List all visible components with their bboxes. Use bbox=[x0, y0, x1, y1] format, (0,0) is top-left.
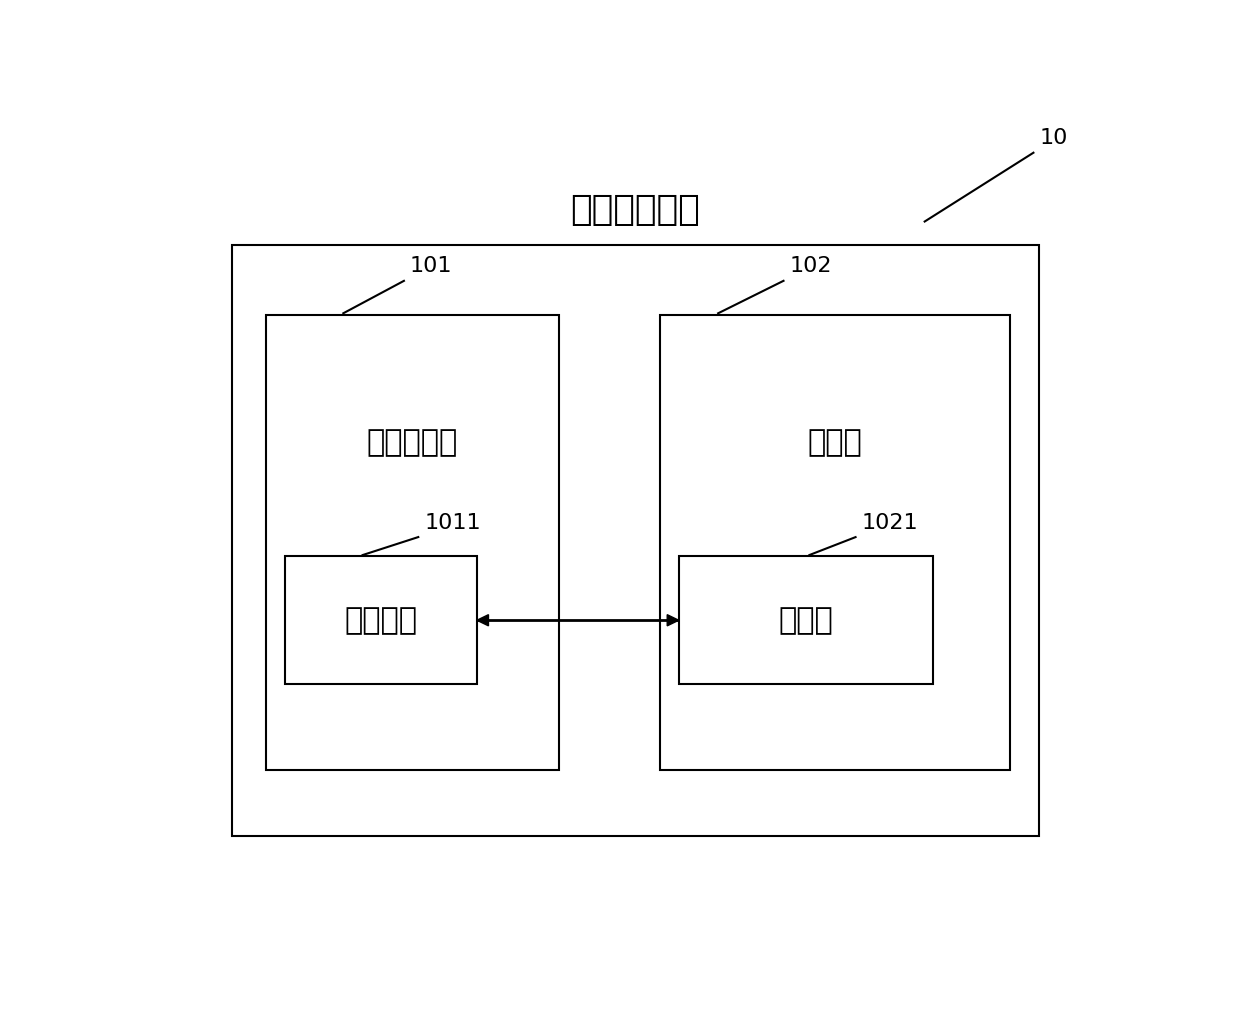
Text: 控制器: 控制器 bbox=[779, 605, 833, 635]
Text: 1021: 1021 bbox=[862, 513, 918, 533]
Bar bbox=[232, 245, 1039, 835]
Text: 中央控制器: 中央控制器 bbox=[367, 428, 458, 457]
Text: 101: 101 bbox=[409, 256, 453, 276]
Text: 功率控制系统: 功率控制系统 bbox=[570, 194, 701, 227]
Bar bbox=[285, 556, 477, 684]
Bar bbox=[265, 316, 558, 770]
Text: 控制装置: 控制装置 bbox=[345, 605, 418, 635]
Text: 1011: 1011 bbox=[424, 513, 481, 533]
Bar bbox=[660, 316, 1011, 770]
Text: 主控器: 主控器 bbox=[807, 428, 862, 457]
Polygon shape bbox=[477, 614, 489, 626]
Text: 10: 10 bbox=[1039, 128, 1068, 148]
Bar bbox=[678, 556, 934, 684]
Text: 102: 102 bbox=[789, 256, 832, 276]
Polygon shape bbox=[667, 614, 678, 626]
